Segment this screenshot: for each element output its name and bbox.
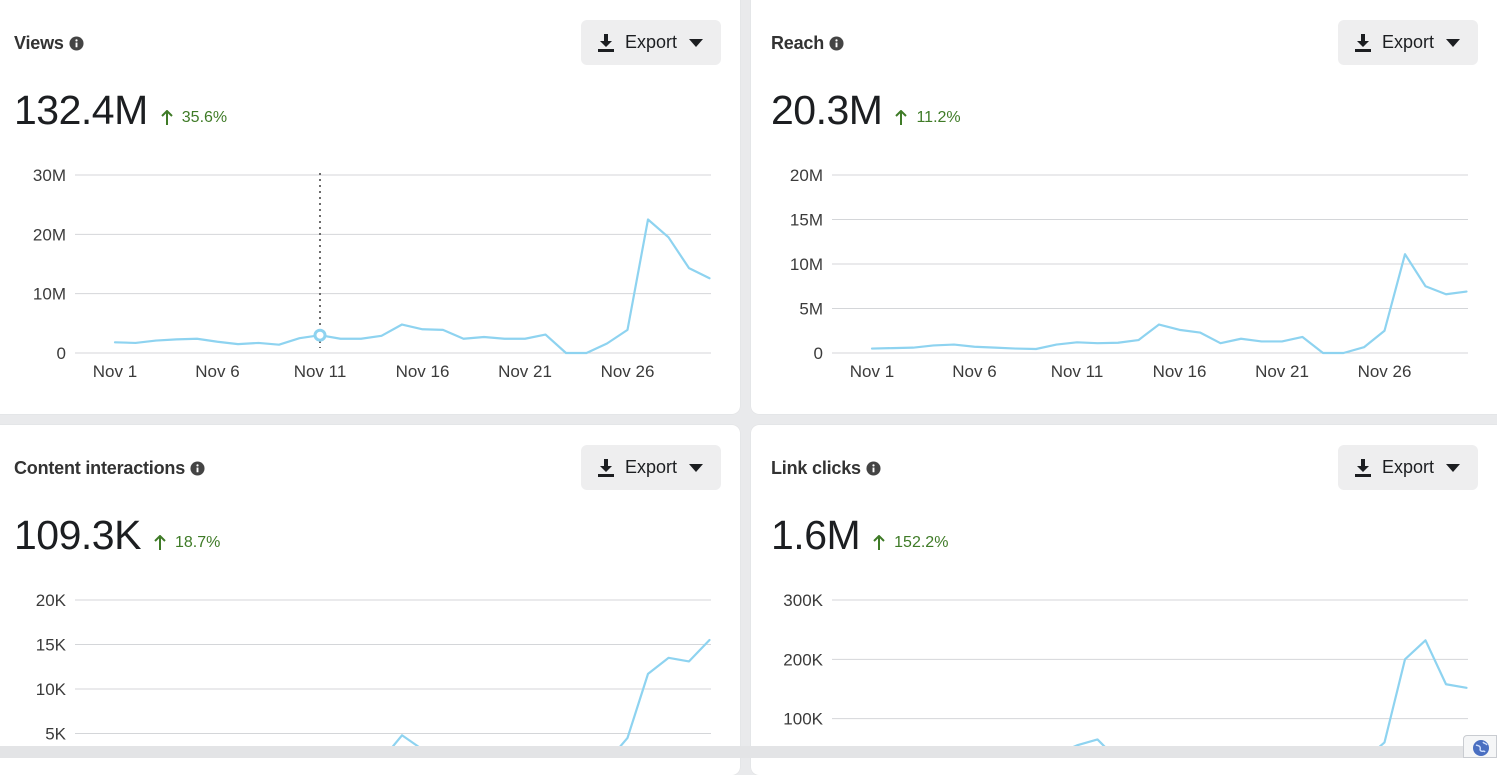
bottom-scrollbar[interactable] [0, 746, 1497, 758]
views-x-tick-label: Nov 6 [195, 362, 239, 381]
content-interactions-series-line [381, 638, 711, 758]
link-clicks-header: Link clicks [771, 456, 881, 480]
link-clicks-title: Link clicks [771, 457, 861, 478]
views-header: Views [14, 31, 84, 55]
link-clicks-y-tick-label: 200K [783, 650, 823, 669]
views-x-tick-label: Nov 16 [396, 362, 450, 381]
reach-delta: 11.2% [894, 109, 961, 127]
content-interactions-header: Content interactions [14, 456, 205, 480]
arrow-up-icon [154, 535, 166, 550]
content-interactions-y-tick-label: 5K [45, 725, 66, 744]
link-clicks-value: 1.6M [771, 512, 861, 558]
reach-x-tick-label: Nov 21 [1255, 362, 1309, 381]
reach-y-tick-label: 20M [790, 166, 823, 185]
reach-y-tick-label: 15M [790, 211, 823, 230]
views-delta: 35.6% [160, 109, 227, 127]
reach-x-tick-label: Nov 16 [1153, 362, 1207, 381]
views-hover-point [313, 328, 327, 342]
views-value: 132.4M [14, 87, 148, 133]
link-clicks-series-line [1048, 639, 1468, 758]
reach-value: 20.3M [771, 87, 883, 133]
link-clicks-export-button[interactable]: Export [1338, 445, 1478, 490]
views-export-button[interactable]: Export [581, 20, 721, 65]
link-clicks-metric: 1.6M 152.2% [771, 511, 948, 559]
views-delta-text: 35.6% [181, 109, 228, 126]
download-icon [1355, 458, 1371, 477]
export-label: Export [625, 457, 678, 477]
download-icon [598, 458, 614, 477]
reach-series-line [870, 253, 1468, 355]
views-metric: 132.4M 35.6% [14, 86, 227, 134]
export-label: Export [1382, 32, 1435, 52]
reach-x-tick-label: Nov 1 [850, 362, 894, 381]
reach-export-button[interactable]: Export [1338, 20, 1478, 65]
reach-y-tick-label: 5M [799, 300, 823, 319]
content-interactions-y-tick-label: 20K [36, 591, 67, 610]
content-interactions-metric: 109.3K 18.7% [14, 511, 220, 559]
download-icon [1355, 33, 1371, 52]
views-y-tick-label: 20M [33, 225, 66, 244]
reach-delta-text: 11.2% [916, 109, 961, 126]
info-icon[interactable] [69, 35, 84, 51]
link-clicks-y-tick-label: 100K [783, 710, 823, 729]
reach-metric: 20.3M 11.2% [771, 86, 961, 134]
views-y-tick-label: 30M [33, 166, 66, 185]
reach-y-tick-label: 0 [814, 344, 823, 363]
caret-down-icon [1446, 463, 1461, 472]
charts-layer: 0 10M 20M 30M Nov 1 Nov 6 Nov 11 Nov 16 Nov 21 No… [32, 166, 1468, 758]
link-clicks-delta: 152.2% [872, 534, 948, 552]
views-y-tick-label: 0 [57, 344, 66, 363]
reach-x-tick-label: Nov 11 [1051, 362, 1104, 381]
content-interactions-title: Content interactions [14, 457, 186, 478]
export-label: Export [625, 32, 678, 52]
globe-icon [1473, 740, 1489, 756]
info-icon[interactable] [829, 35, 844, 51]
reach-title: Reach [771, 32, 825, 53]
content-interactions-y-tick-label: 15K [36, 636, 67, 655]
arrow-up-icon [161, 110, 173, 125]
reach-header: Reach [771, 31, 844, 55]
info-icon[interactable] [866, 460, 881, 476]
export-label: Export [1382, 457, 1435, 477]
views-title: Views [14, 32, 64, 53]
content-interactions-export-button[interactable]: Export [581, 445, 721, 490]
globe-button[interactable] [1463, 735, 1497, 758]
content-interactions-delta-text: 18.7% [174, 534, 221, 551]
caret-down-icon [689, 38, 704, 47]
arrow-up-icon [895, 110, 908, 125]
reach-card: Reach Export 20.3M 11.2% [751, 0, 1497, 414]
caret-down-icon [689, 463, 704, 472]
caret-down-icon [1446, 38, 1461, 47]
reach-x-tick-label: Nov 26 [1358, 362, 1412, 381]
content-interactions-value: 109.3K [14, 512, 141, 558]
arrow-up-icon [873, 535, 885, 550]
views-x-tick-label: Nov 11 [294, 362, 347, 381]
content-interactions-y-tick-label: 10K [36, 680, 67, 699]
views-series-line [113, 218, 711, 355]
views-y-tick-label: 10M [33, 285, 66, 304]
link-clicks-delta-text: 152.2% [894, 534, 949, 551]
link-clicks-y-tick-label: 300K [783, 591, 823, 610]
views-x-tick-label: Nov 26 [601, 362, 655, 381]
views-x-tick-label: Nov 1 [93, 362, 137, 381]
content-interactions-delta: 18.7% [153, 534, 220, 552]
download-icon [598, 33, 614, 52]
info-icon[interactable] [190, 460, 205, 476]
views-x-tick-label: Nov 21 [498, 362, 552, 381]
reach-x-tick-label: Nov 6 [952, 362, 996, 381]
views-card: Views Export 132.4M 35.6% [0, 0, 740, 414]
reach-y-tick-label: 10M [790, 255, 823, 274]
